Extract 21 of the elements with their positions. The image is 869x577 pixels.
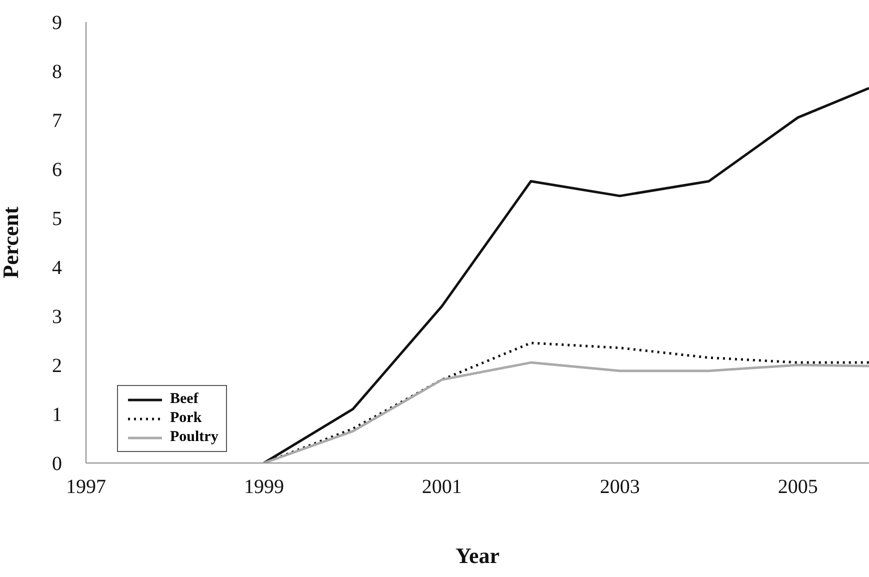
x-tick-label: 1999 [244,476,284,498]
y-tick-label: 8 [52,61,62,84]
y-tick-label: 0 [52,453,62,476]
y-tick-label: 2 [52,355,62,378]
y-tick-label: 5 [52,208,62,230]
y-tick-label: 9 [52,12,62,34]
line-series [262,361,869,463]
y-axis-title: Percent [0,206,23,278]
legend-label: Poultry [170,429,218,446]
y-tick-label: 6 [52,159,62,182]
legend-label: Pork [170,410,202,427]
y-tick-label: 3 [52,306,62,328]
x-tick-label: 2001 [422,476,462,498]
y-tick-label: 4 [52,257,62,280]
x-tick-label: 2003 [600,476,640,498]
y-tick-label: 1 [52,404,62,426]
x-tick-label: 1997 [66,476,106,498]
x-tick-label: 2005 [778,476,818,498]
legend-label: Beef [170,391,198,408]
y-tick-label: 7 [52,110,62,132]
x-axis-title: Year [456,543,500,568]
